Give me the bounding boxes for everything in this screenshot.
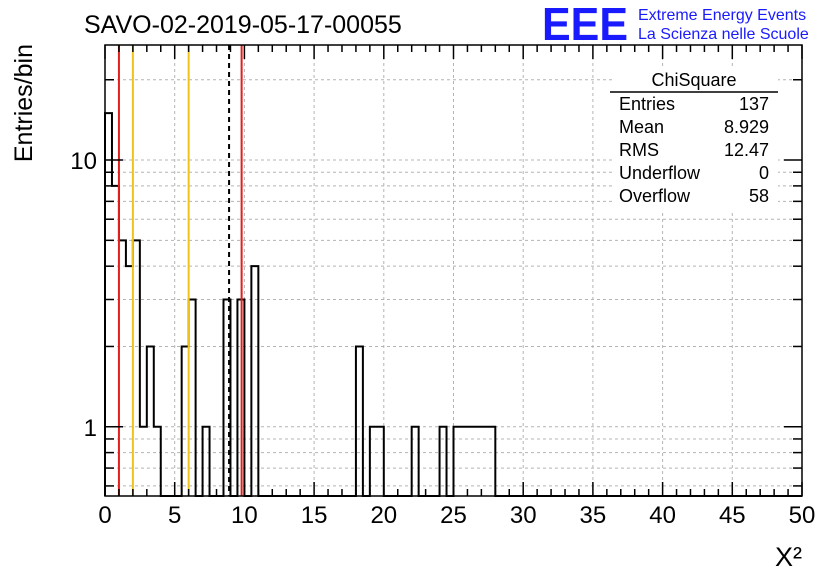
x-tick-label: 50 bbox=[789, 502, 816, 529]
x-tick-label: 5 bbox=[168, 502, 181, 529]
histogram-bin bbox=[356, 346, 363, 496]
eee-logo-line2: La Scienza nelle Scuole bbox=[638, 26, 809, 43]
eee-logo-line1: Extreme Energy Events bbox=[638, 7, 806, 24]
stats-box-title: ChiSquare bbox=[651, 70, 736, 90]
y-tick-label: 1 bbox=[84, 415, 97, 442]
histogram-bin bbox=[133, 240, 140, 496]
histogram-bin bbox=[119, 240, 126, 496]
histogram-bin bbox=[370, 427, 377, 496]
histogram-bin bbox=[182, 346, 189, 496]
histogram-bin bbox=[460, 427, 467, 496]
histogram-bin bbox=[467, 427, 474, 496]
stats-value-overflow: 58 bbox=[749, 186, 769, 206]
histogram-bin bbox=[488, 427, 495, 496]
histogram-bin bbox=[189, 300, 196, 496]
histogram-bin bbox=[251, 266, 258, 496]
histogram-bin bbox=[147, 346, 154, 496]
x-tick-label: 40 bbox=[649, 502, 676, 529]
histogram-bin bbox=[154, 427, 161, 496]
histogram-bin bbox=[440, 427, 447, 496]
histogram-bin bbox=[377, 427, 384, 496]
tick-labels: 0 5 10 15 20 25 30 35 40 45 50 1 10 bbox=[70, 148, 815, 529]
x-tick-label: 30 bbox=[510, 502, 537, 529]
stats-value-rms: 12.47 bbox=[724, 140, 769, 160]
stats-value-mean: 8.929 bbox=[724, 117, 769, 137]
stats-value-entries: 137 bbox=[739, 94, 769, 114]
x-tick-label: 15 bbox=[301, 502, 328, 529]
y-axis-label: Entries/bin bbox=[10, 44, 38, 162]
x-tick-label: 20 bbox=[370, 502, 397, 529]
histogram-bin bbox=[140, 427, 147, 496]
x-tick-label: 35 bbox=[580, 502, 607, 529]
stats-label-entries: Entries bbox=[619, 94, 675, 114]
stats-box: ChiSquare Entries 137 Mean 8.929 RMS 12.… bbox=[610, 68, 778, 210]
histogram-bin bbox=[481, 427, 488, 496]
axes bbox=[104, 44, 803, 497]
histogram-bin bbox=[412, 427, 419, 496]
stats-label-overflow: Overflow bbox=[619, 186, 691, 206]
histogram-bin bbox=[454, 427, 461, 496]
x-axis-label: X² bbox=[775, 542, 802, 572]
stats-label-mean: Mean bbox=[619, 117, 664, 137]
histogram-bin bbox=[126, 266, 133, 496]
y-tick-label: 10 bbox=[70, 148, 97, 175]
eee-logo-mark: EEE bbox=[542, 0, 628, 50]
reference-lines bbox=[117, 45, 243, 496]
histogram-bin bbox=[474, 427, 481, 496]
histogram-bin bbox=[112, 186, 119, 496]
stats-label-underflow: Underflow bbox=[619, 163, 701, 183]
x-tick-label: 0 bbox=[98, 502, 111, 529]
histogram-bin bbox=[203, 427, 210, 496]
chart-title: SAVO-02-2019-05-17-00055 bbox=[84, 11, 402, 39]
eee-logo: EEE Extreme Energy Events La Scienza nel… bbox=[542, 0, 809, 50]
x-tick-label: 45 bbox=[719, 502, 746, 529]
x-tick-label: 10 bbox=[231, 502, 258, 529]
stats-label-rms: RMS bbox=[619, 140, 659, 160]
stats-value-underflow: 0 bbox=[759, 163, 769, 183]
x-tick-label: 25 bbox=[440, 502, 467, 529]
